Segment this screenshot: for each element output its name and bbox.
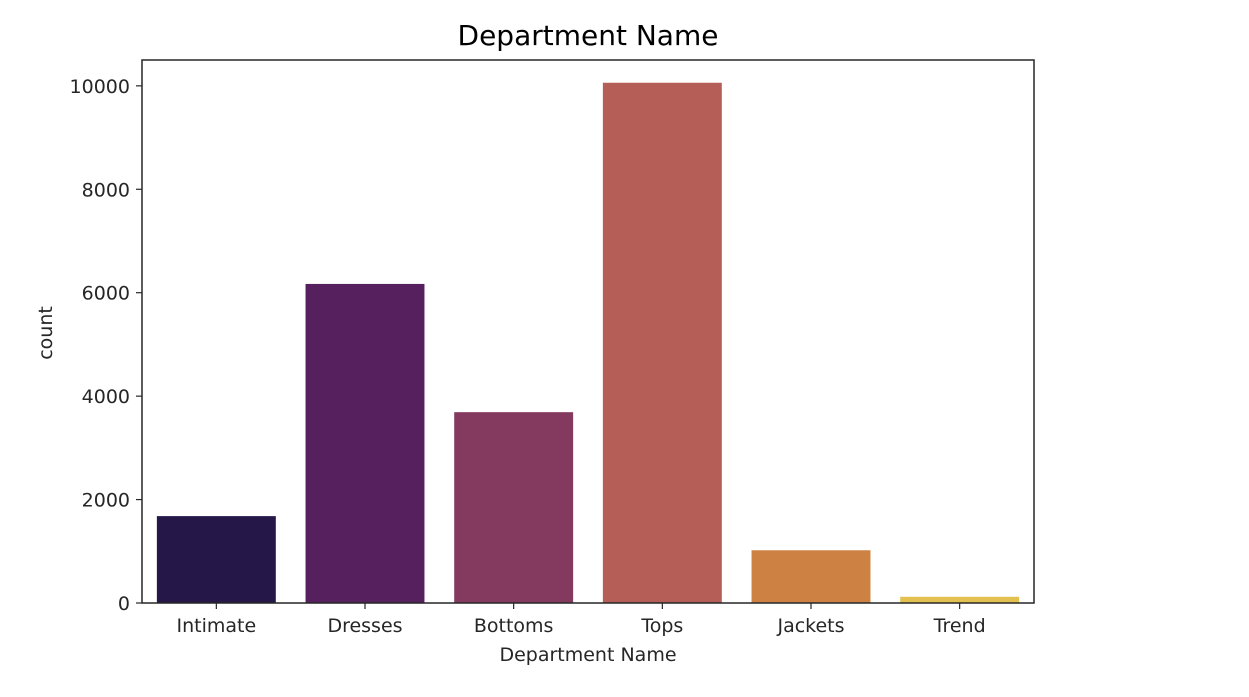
y-axis-label: count [35, 306, 57, 360]
bar-tops [602, 82, 722, 604]
y-tick-label: 0 [118, 593, 130, 615]
bar-trend [900, 596, 1020, 603]
plot-frame [141, 59, 1035, 604]
x-tick-label: Trend [933, 615, 986, 637]
bar-bottoms [454, 412, 574, 603]
y-tick-label: 2000 [82, 490, 130, 512]
bar-intimate [156, 516, 276, 603]
x-axis-ticks: Intimate Dresses Bottoms Tops Jackets Trend [176, 603, 986, 637]
y-tick-label: 4000 [82, 386, 130, 408]
y-tick-label: 8000 [82, 179, 130, 201]
x-tick-label: Dresses [327, 615, 402, 637]
y-tick-label: 6000 [82, 283, 130, 305]
x-tick-label: Tops [640, 615, 683, 637]
bars-layer [156, 82, 1020, 604]
x-tick-label: Jackets [776, 615, 844, 637]
chart-title: Department Name [458, 19, 719, 52]
y-axis-ticks: 0 2000 4000 6000 8000 10000 [70, 76, 142, 615]
x-axis-label: Department Name [499, 644, 676, 666]
y-tick-label: 10000 [70, 76, 130, 98]
x-tick-label: Intimate [176, 615, 256, 637]
x-tick-label: Bottoms [474, 615, 554, 637]
bar-dresses [305, 283, 425, 603]
bar-jackets [751, 550, 871, 603]
